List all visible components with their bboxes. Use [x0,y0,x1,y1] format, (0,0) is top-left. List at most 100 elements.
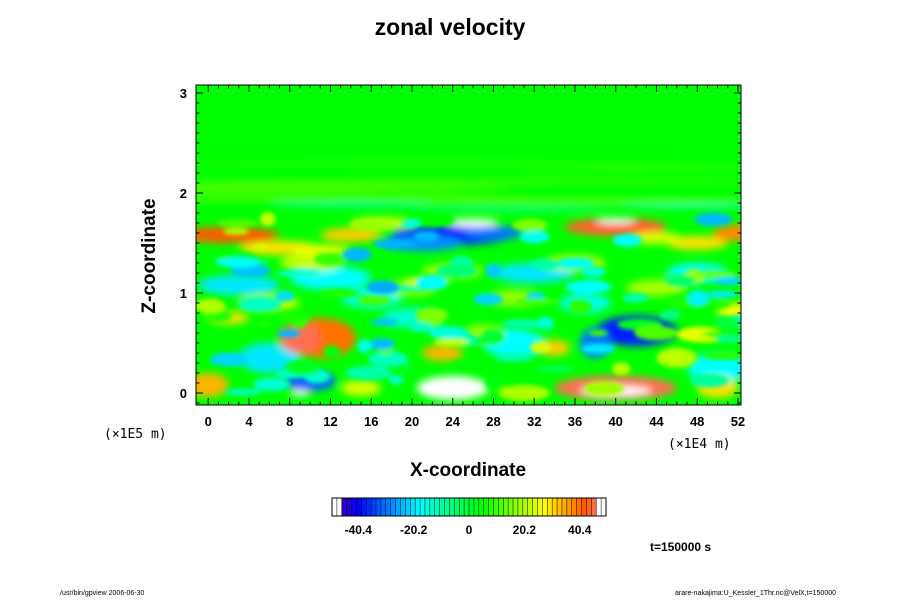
field-blob [196,161,698,165]
colorbar-segment [596,498,602,516]
field-blob [196,227,280,243]
x-axis-label: X-coordinate [409,460,527,481]
field-blob [588,330,609,337]
colorbar-segment [537,498,543,516]
x-tick-label: 32 [527,414,541,429]
colorbar-segment [380,498,387,516]
colorbar-segment [513,498,519,516]
field-blob [370,318,398,326]
x-tick-label: 36 [568,414,582,429]
colorbar-segment [366,498,372,516]
field-blob [276,312,312,322]
field-blob [349,220,395,231]
colorbar-segment [444,498,450,516]
field-blob [634,325,679,341]
colorbar-segment [395,498,401,516]
field-blob [216,257,261,268]
colorbar-segment [439,498,445,516]
field-blob [238,343,300,373]
field-blob [568,298,592,315]
z-multiplier: (×1E5 m) [104,427,167,442]
field-blob [412,213,455,227]
field-blob [340,380,382,396]
colorbar-segment [361,498,367,516]
field-blob [196,298,226,313]
colorbar-segment [449,498,455,516]
field-blob [702,330,732,338]
colorbar-segment [586,498,592,516]
field-blob [612,362,631,376]
field-blob [357,339,372,353]
x-multiplier: (×1E4 m) [668,437,731,452]
field-blob [694,212,733,227]
field-blob [612,233,643,247]
field-blob [462,226,525,240]
field-blob [410,322,433,332]
field-blob [428,326,469,339]
time-label: t=150000 s [650,540,712,554]
colorbar-segment [332,498,338,516]
colorbar-segment [522,498,529,516]
field-blob [498,385,550,401]
colorbar-segment [400,498,406,516]
field-blob [223,228,249,235]
field-blob [663,348,686,365]
field-blob [615,204,741,208]
field-blob [196,141,392,145]
field-blob [530,342,552,353]
field-blob [372,239,418,249]
x-tick-label: 44 [649,414,664,429]
field-blob [396,362,414,373]
field-blob [252,244,269,251]
field-blob [391,198,741,204]
field-blob [277,329,301,338]
colorbar-segment [532,498,538,516]
field-blob [314,252,345,266]
field-blob [450,361,479,370]
field-blob [622,293,649,303]
field-blob [413,231,440,243]
colorbar-segment [376,498,382,516]
colorbar-segment [493,498,499,516]
colorbar-segment [469,498,475,516]
field-blob [666,236,728,250]
x-tick-label: 12 [323,414,337,429]
colorbar [331,497,607,517]
field-blob [519,230,550,244]
field-blob [371,136,657,140]
colorbar-segment [547,498,553,516]
field-blob [690,373,729,388]
z-tick-label: 2 [180,186,187,201]
colorbar-segment [459,498,465,516]
colorbar-segment [420,498,426,516]
colorbar-segment [454,498,460,516]
colorbar-segment [483,498,489,516]
colorbar-segment [434,498,440,516]
field-blob [564,218,667,236]
field-blob [320,228,382,242]
field-blob [388,374,404,385]
z-axis-ticks: 0 1 2 3 [180,86,741,404]
z-tick-label: 1 [180,286,187,301]
velocity-field-detail [196,212,741,401]
colorbar-segment [508,498,514,516]
field-blob [713,315,738,328]
colorbar-tick-label: -20.2 [400,523,428,537]
field-blob [710,298,731,309]
field-blob [479,329,504,345]
field-blob [345,365,392,381]
colorbar-segment [429,498,436,516]
colorbar-tick-label: -40.4 [345,523,373,537]
field-blob [196,373,229,397]
field-blob [411,207,616,211]
field-blob [485,376,506,390]
colorbar-segment [517,498,524,516]
x-axis-ticks: 0 4 8 12 16 20 24 28 32 36 40 44 48 52 [205,85,745,429]
colorbar-segment [488,498,494,516]
field-blob [713,276,741,286]
field-blob [253,377,291,392]
field-blob [255,321,273,328]
field-blob [269,203,433,207]
field-blob [284,360,321,376]
colorbar-segment [552,498,558,516]
